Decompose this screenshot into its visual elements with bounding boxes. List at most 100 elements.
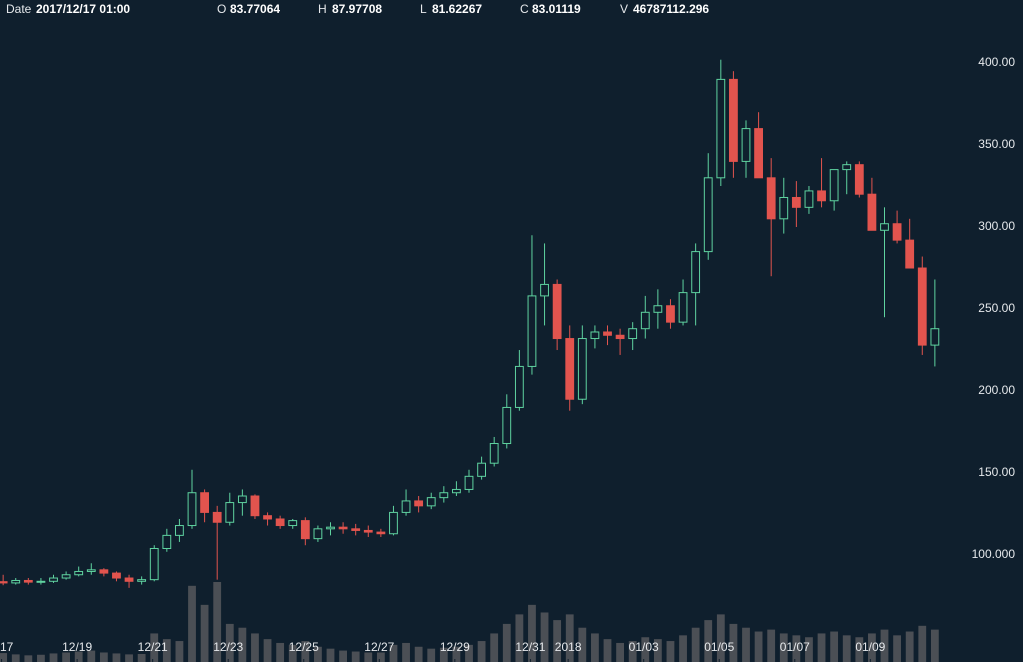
candle-body: [74, 570, 84, 576]
volume-bar: [439, 647, 448, 662]
candle-body: [691, 251, 701, 294]
volume-bar: [716, 614, 725, 662]
header-key: L: [420, 2, 427, 16]
candle: [326, 522, 335, 536]
candle: [275, 515, 285, 529]
volume-bar: [578, 627, 587, 662]
candle-body: [930, 328, 940, 346]
candle-body: [86, 569, 96, 572]
volume-bar: [137, 654, 146, 662]
candle: [363, 525, 373, 538]
candle-body: [892, 223, 902, 241]
volume-bar: [326, 648, 335, 662]
candle: [149, 545, 159, 582]
volume-bar: [288, 644, 297, 662]
volume-bar: [351, 651, 360, 662]
candle: [540, 243, 549, 326]
candle: [880, 207, 889, 318]
candle-body: [175, 525, 184, 536]
candle-body: [666, 305, 675, 323]
header-value: 83.77064: [230, 2, 280, 16]
volume-bar: [855, 637, 864, 662]
candle: [817, 158, 826, 208]
candle: [49, 574, 58, 583]
volume-bar: [112, 653, 121, 662]
candle-body: [880, 223, 889, 231]
candle: [905, 218, 915, 269]
volume-bar: [414, 646, 423, 662]
volume-bar: [99, 652, 108, 662]
candle: [854, 161, 864, 198]
candle: [527, 235, 537, 375]
volume-bar: [553, 620, 562, 662]
candle-body: [36, 580, 46, 583]
candle: [892, 210, 902, 244]
header-value: 87.97708: [332, 2, 382, 16]
candle-body: [351, 528, 361, 531]
y-tick-label: 100.000: [972, 547, 1016, 561]
volume-bar: [880, 629, 889, 662]
candle: [766, 158, 776, 277]
candle: [716, 59, 726, 187]
candle-body: [439, 492, 449, 499]
volume-bar: [477, 641, 486, 662]
x-tick-label: 12/31: [515, 640, 545, 654]
volume-bar: [792, 635, 801, 662]
candle-body: [452, 488, 461, 494]
candle-body: [363, 529, 373, 533]
candle: [514, 350, 524, 411]
candle-body: [628, 328, 638, 340]
candle: [99, 568, 109, 577]
candle-body: [187, 492, 197, 527]
candle: [703, 153, 713, 260]
candle: [351, 523, 361, 536]
candle: [426, 492, 436, 510]
volume-bar: [389, 644, 398, 662]
candle-body: [99, 569, 109, 574]
volume-bar: [24, 655, 33, 662]
candle: [489, 436, 499, 467]
x-tick-label: 01/09: [855, 640, 885, 654]
candle-body: [640, 311, 650, 330]
header-value: 83.01119: [532, 2, 581, 16]
volume-bar: [565, 614, 574, 662]
volume-bar: [754, 631, 763, 662]
volume-bar: [213, 582, 222, 662]
candle: [791, 181, 801, 228]
volume-bar: [653, 639, 662, 662]
candle: [23, 578, 33, 585]
candle-body: [149, 547, 159, 581]
candle: [313, 525, 323, 542]
volume-bar: [200, 604, 209, 662]
candle-body: [716, 78, 726, 179]
candle: [124, 574, 134, 588]
candle-body: [867, 193, 877, 231]
candle: [628, 322, 638, 351]
volume-bar: [603, 639, 612, 662]
volume-bar: [376, 652, 385, 662]
x-tick-label: 01/03: [629, 640, 659, 654]
candle-body: [678, 292, 688, 323]
header-value: 81.62267: [432, 2, 482, 16]
candle: [86, 563, 96, 575]
candle-body: [326, 526, 335, 530]
candle: [502, 394, 512, 449]
volume-bar: [225, 623, 234, 662]
date-label: Date: [6, 2, 32, 16]
volume-bar: [528, 604, 536, 662]
volume-bar: [74, 651, 83, 662]
volume-bar: [591, 633, 599, 662]
volume-bar: [125, 654, 133, 662]
volume-bar: [767, 629, 776, 662]
volume-bar: [842, 635, 851, 662]
candle: [36, 578, 46, 585]
candle: [0, 574, 8, 586]
candle-body: [414, 500, 424, 507]
volume-bar: [427, 648, 436, 662]
x-tick-label: 01/05: [704, 640, 734, 654]
volume-bar: [779, 633, 788, 662]
volume-bar: [502, 623, 511, 662]
candle-body: [741, 128, 751, 162]
x-tick-label: 12/25: [289, 640, 319, 654]
